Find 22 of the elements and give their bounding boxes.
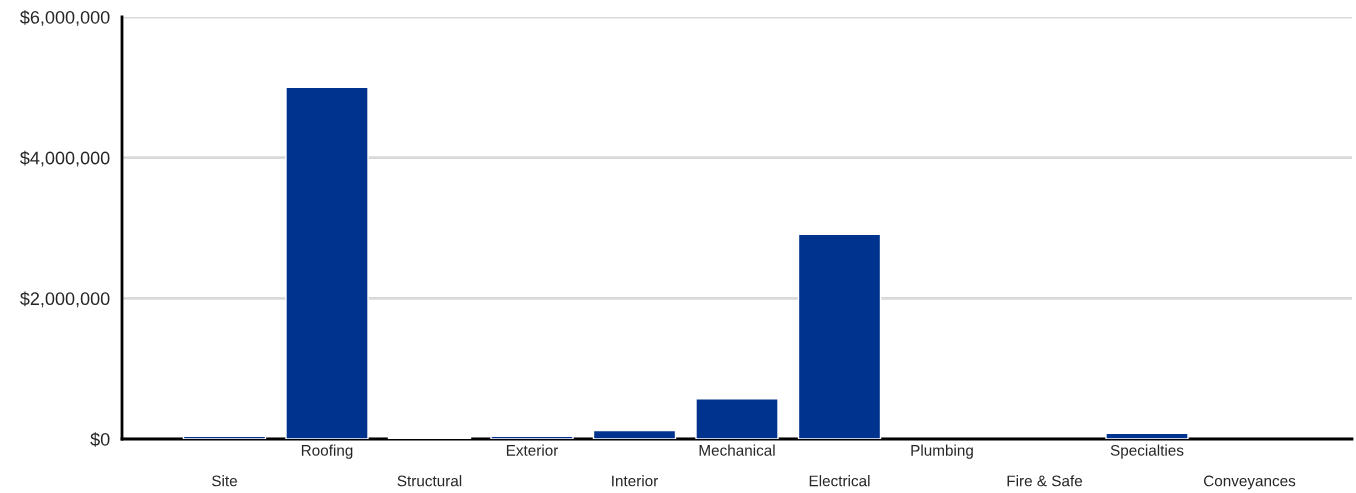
y-tick-label: $2,000,000: [20, 291, 110, 308]
x-tick-label: Conveyances: [1203, 475, 1296, 490]
bar: [490, 435, 574, 439]
x-tick-label: Exterior: [506, 444, 559, 456]
y-tick-label: $0: [90, 432, 110, 447]
x-tick-label: Interior: [612, 475, 659, 487]
x-tick-label: Fire & Safe: [1007, 475, 1083, 487]
bar: [592, 429, 677, 439]
x-tick-label: Mechanical: [699, 444, 775, 456]
y-tick-label: $4,000,000: [20, 150, 110, 167]
x-tick-label: Site: [212, 475, 237, 487]
bar: [182, 435, 267, 439]
bar: [695, 398, 779, 439]
x-tick-label: Plumbing: [911, 444, 973, 459]
bar: [797, 233, 882, 439]
bar: [1105, 432, 1189, 439]
y-tick-label: $6,000,000: [20, 10, 110, 26]
bar: [285, 86, 369, 439]
x-tick-label: Roofing: [301, 444, 353, 459]
x-tick-label: Specialties: [1110, 444, 1184, 459]
x-tick-label: Electrical: [809, 475, 870, 487]
x-tick-label: Structural: [397, 475, 462, 487]
